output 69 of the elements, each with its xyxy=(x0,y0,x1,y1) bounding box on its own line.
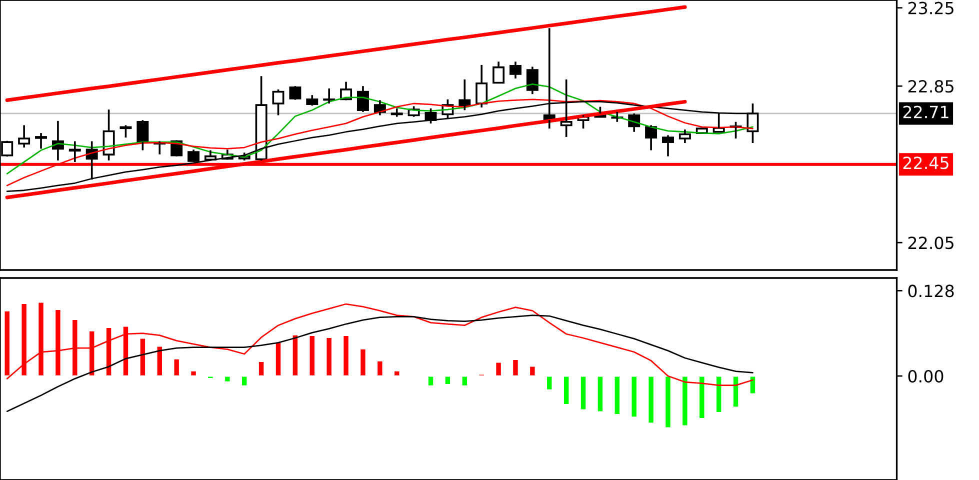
bar xyxy=(308,334,316,377)
bar xyxy=(613,375,621,416)
bar xyxy=(444,375,452,386)
bar xyxy=(274,341,282,377)
bar xyxy=(376,360,384,377)
y-tick-label: 22.05 xyxy=(908,236,954,250)
candlestick xyxy=(188,148,200,163)
candlestick xyxy=(678,128,691,144)
bar xyxy=(105,326,113,377)
line-series xyxy=(6,303,754,386)
candlestick xyxy=(374,99,386,116)
line-series xyxy=(6,314,754,412)
bar xyxy=(224,375,232,383)
bar xyxy=(240,375,248,387)
y-tick-label: 22.85 xyxy=(908,80,954,93)
bar xyxy=(630,375,638,418)
candlestick xyxy=(526,66,538,96)
bar xyxy=(88,330,96,377)
candlestick xyxy=(356,85,369,113)
ref-line-label: 22.71 xyxy=(903,106,948,118)
candlestick xyxy=(492,60,505,84)
bar xyxy=(172,358,180,377)
line-series xyxy=(5,5,687,102)
candlestick xyxy=(289,85,302,101)
candlestick xyxy=(68,140,81,163)
bar xyxy=(698,375,706,420)
bar xyxy=(494,361,502,377)
bar xyxy=(664,375,672,429)
bar xyxy=(206,375,214,380)
bar xyxy=(342,334,350,377)
candlestick xyxy=(306,94,318,107)
candlestick xyxy=(662,134,674,158)
candlestick xyxy=(390,107,403,118)
bar xyxy=(54,308,62,377)
bar xyxy=(71,318,79,377)
bar xyxy=(258,360,266,377)
bar xyxy=(427,375,435,387)
bar xyxy=(460,375,468,387)
bar xyxy=(732,375,740,408)
bar xyxy=(325,336,333,377)
bar xyxy=(715,375,723,414)
bar xyxy=(393,370,401,377)
bar xyxy=(580,375,588,411)
ref-line-label: 22.45 xyxy=(903,156,948,170)
y-tick-label: 23.25 xyxy=(908,2,954,14)
bar xyxy=(122,325,130,377)
bar xyxy=(748,375,756,395)
bar xyxy=(546,375,554,391)
bar xyxy=(190,370,198,377)
bar xyxy=(138,337,146,377)
bar xyxy=(681,375,689,427)
candlestick xyxy=(645,124,658,152)
candlestick xyxy=(510,60,522,80)
bar xyxy=(512,358,520,377)
candlestick xyxy=(204,149,216,161)
bar xyxy=(562,375,570,406)
candlestick xyxy=(476,64,488,108)
bar xyxy=(596,375,604,413)
y-tick-label: 0.00 xyxy=(908,370,944,383)
bar xyxy=(528,365,536,377)
bar xyxy=(647,375,655,424)
candlestick xyxy=(35,132,47,150)
bar xyxy=(478,373,486,377)
y-tick-label: 0.128 xyxy=(908,284,954,298)
candlestick xyxy=(458,78,471,112)
candlestick xyxy=(18,124,30,148)
bar xyxy=(156,345,164,377)
bar xyxy=(359,348,367,377)
bar xyxy=(291,334,299,377)
